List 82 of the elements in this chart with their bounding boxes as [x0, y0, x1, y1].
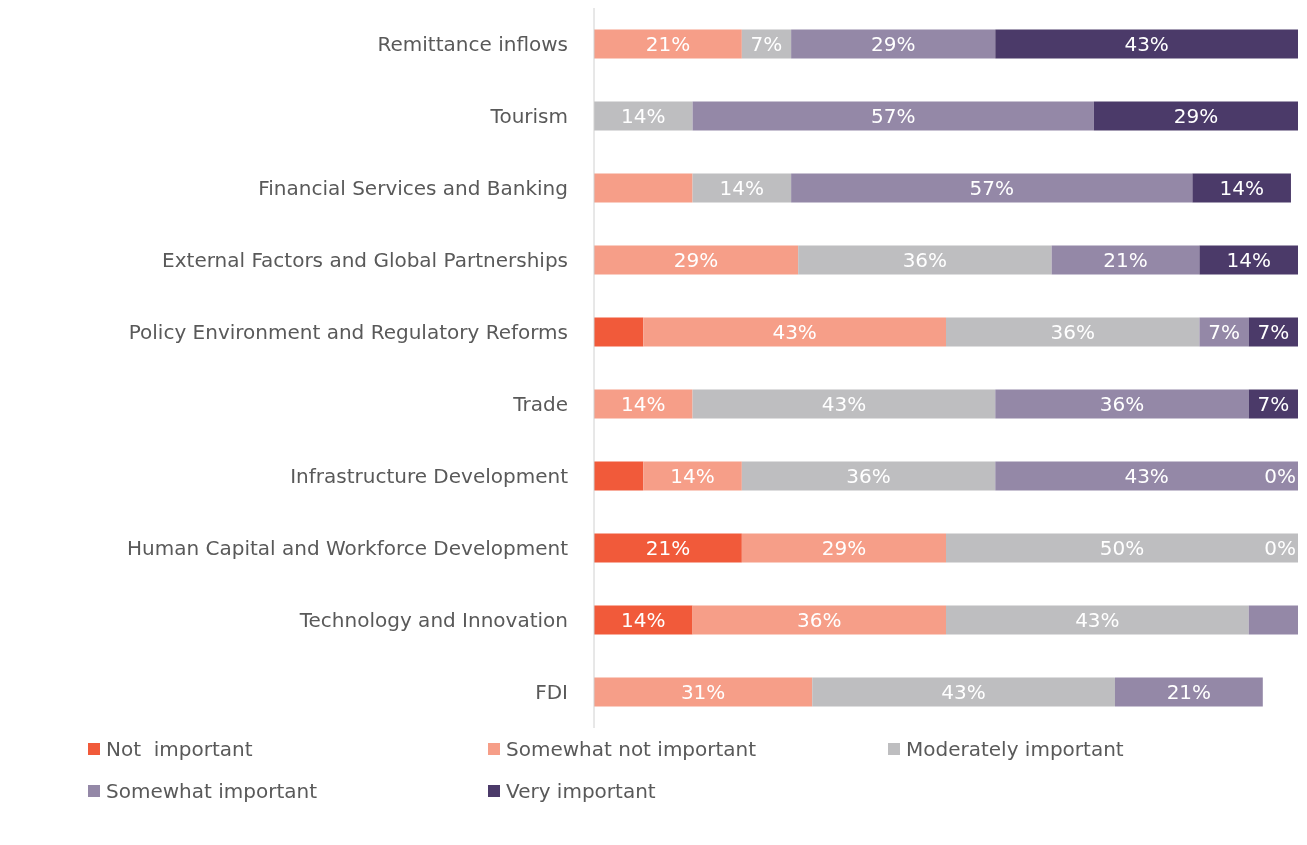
data-label: 14%	[621, 392, 666, 416]
bar	[741, 533, 946, 563]
y-tick-label: Trade	[512, 392, 568, 417]
data-label: 43%	[821, 392, 867, 416]
data-label: 50%	[1099, 536, 1145, 560]
data-label: 29%	[821, 536, 867, 560]
bar	[692, 605, 946, 635]
data-label: 14%	[621, 608, 666, 632]
data-label: 57%	[870, 104, 916, 128]
bar	[946, 605, 1249, 635]
data-label: 21%	[645, 32, 691, 56]
data-label: 43%	[772, 320, 817, 344]
bar	[1192, 173, 1291, 203]
data-label: 14%	[621, 104, 666, 128]
data-label: 0%	[1264, 464, 1296, 488]
bar	[692, 173, 792, 203]
legend-label: Not important	[106, 737, 253, 761]
bar	[798, 245, 1052, 275]
data-label: 36%	[1050, 320, 1095, 344]
bar	[791, 29, 996, 59]
data-label: 21%	[645, 536, 691, 560]
data-label: 43%	[1124, 32, 1169, 56]
legend-label: Very important	[506, 779, 656, 803]
y-tick-label: Remittance inflows	[377, 32, 568, 57]
data-label: 43%	[941, 680, 986, 704]
bar	[692, 389, 996, 419]
data-label: 36%	[902, 248, 948, 272]
bar	[692, 101, 1094, 131]
data-label: 29%	[1173, 104, 1219, 128]
bar	[643, 461, 742, 491]
data-label: 14%	[719, 176, 765, 200]
y-tick-label: Tourism	[489, 104, 568, 129]
data-label: 21%	[1166, 680, 1212, 704]
bar	[1199, 245, 1298, 275]
y-tick-label: External Factors and Global Partnerships	[162, 248, 568, 273]
data-label: 7%	[1257, 320, 1290, 344]
bar	[594, 461, 644, 491]
legend-label: Moderately important	[906, 737, 1124, 761]
data-label: 0%	[1264, 536, 1296, 560]
data-label: 29%	[870, 32, 916, 56]
y-tick-label: FDI	[535, 680, 568, 705]
bar	[1248, 605, 1298, 635]
data-label: 31%	[680, 680, 726, 704]
bar	[1093, 101, 1298, 131]
legend-label: Somewhat important	[106, 779, 318, 803]
bar	[812, 677, 1115, 707]
bar	[1051, 245, 1200, 275]
data-label: 43%	[1124, 464, 1169, 488]
data-label: 14%	[1219, 176, 1264, 200]
data-label: 14%	[670, 464, 715, 488]
data-label: 7%	[1208, 320, 1240, 344]
bar	[594, 245, 799, 275]
data-label: 36%	[1099, 392, 1145, 416]
bar	[594, 29, 742, 59]
bar	[946, 317, 1200, 347]
y-tick-label: Policy Environment and Regulatory Reforms	[128, 320, 568, 345]
bar	[594, 533, 742, 563]
data-label: 7%	[1257, 392, 1290, 416]
bar	[594, 677, 813, 707]
bar	[791, 173, 1193, 203]
data-label: 14%	[1226, 248, 1271, 272]
bar	[995, 461, 1298, 491]
y-tick-label: Infrastructure Development	[290, 464, 569, 489]
bar	[741, 461, 996, 491]
bar	[1114, 677, 1263, 707]
y-tick-label: Human Capital and Workforce Development	[127, 536, 569, 561]
y-tick-label: Technology and Innovation	[298, 608, 568, 633]
data-label: 36%	[797, 608, 842, 632]
bar	[594, 173, 693, 203]
data-label: 21%	[1103, 248, 1148, 272]
data-label: 29%	[673, 248, 719, 272]
bar	[995, 389, 1249, 419]
bar	[643, 317, 946, 347]
data-label: 57%	[969, 176, 1014, 200]
data-label: 36%	[846, 464, 891, 488]
y-tick-label: Financial Services and Banking	[258, 176, 568, 201]
legend-label: Somewhat not important	[506, 737, 757, 761]
bar	[946, 533, 1298, 563]
bar	[594, 317, 644, 347]
data-label: 7%	[750, 32, 783, 56]
data-label: 43%	[1075, 608, 1120, 632]
bar	[995, 29, 1298, 59]
